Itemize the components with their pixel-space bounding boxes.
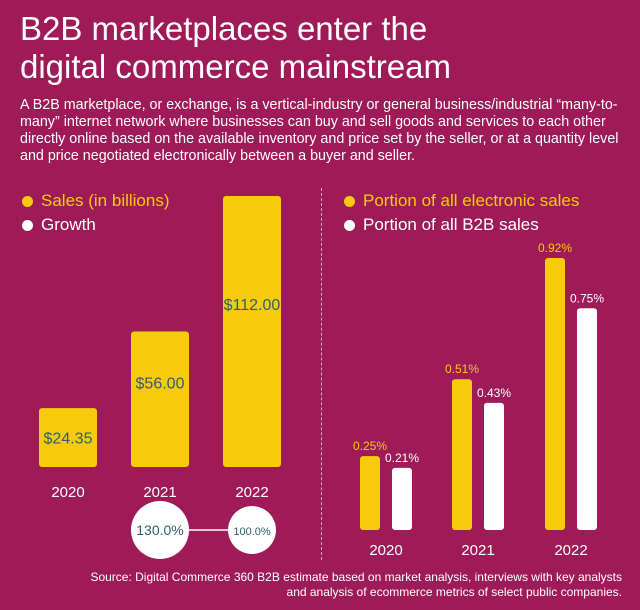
legend-label-b2b: Portion of all B2B sales — [363, 215, 539, 234]
sales-bar-2021 — [131, 331, 189, 467]
portion-value-label-electronic-2021: 0.51% — [445, 362, 479, 376]
legend-item-sales: Sales (in billions) — [22, 190, 170, 212]
legend-label-growth: Growth — [41, 215, 96, 234]
legend-swatch-electronic — [344, 195, 355, 207]
legend-label-sales: Sales (in billions) — [41, 191, 170, 210]
legend-swatch-b2b — [344, 219, 355, 231]
sales-bar-2022 — [223, 196, 281, 467]
chart-divider — [321, 188, 322, 560]
legend-sales: Sales (in billions) Growth — [22, 190, 170, 238]
legend-item-electronic: Portion of all electronic sales — [344, 190, 579, 212]
portion-value-label-b2b-2021: 0.43% — [477, 386, 511, 400]
legend-item-growth: Growth — [22, 214, 170, 236]
title-line-1: B2B marketplaces enter the — [20, 10, 428, 47]
growth-circle-2 — [228, 506, 276, 554]
legend-swatch-sales — [22, 195, 33, 207]
growth-circle-1 — [131, 501, 189, 559]
sales-value-label-2020: $24.35 — [44, 431, 93, 448]
x-tick-label-2022: 2022 — [235, 484, 268, 501]
portion-value-label-electronic-2022: 0.92% — [538, 241, 572, 255]
source-note: Source: Digital Commerce 360 B2B estimat… — [90, 570, 622, 599]
portion-bar-b2b-2021 — [484, 402, 504, 530]
portion-bar-electronic-2021 — [452, 379, 472, 530]
legend-swatch-growth — [22, 219, 33, 231]
legend-label-electronic: Portion of all electronic sales — [363, 191, 580, 210]
portion-value-label-b2b-2022: 0.75% — [570, 291, 604, 305]
sales-value-label-2022: $112.00 — [224, 297, 281, 314]
x-tick-label-right-2021: 2021 — [461, 542, 494, 559]
portion-bar-electronic-2022 — [545, 258, 565, 530]
portion-value-label-electronic-2020: 0.25% — [353, 439, 387, 453]
portion-bar-b2b-2022 — [577, 308, 597, 530]
x-tick-label-right-2020: 2020 — [369, 542, 402, 559]
description: A B2B marketplace, or exchange, is a ver… — [20, 97, 619, 164]
title-line-2: digital commerce mainstream — [20, 48, 451, 85]
sales-chart: $24.35 2020 $56.00 2021 $112.00 2022 130.0% 100… — [39, 196, 281, 559]
sales-bar-2020 — [39, 408, 97, 467]
portion-value-label-b2b-2020: 0.21% — [385, 451, 419, 465]
portion-bar-electronic-2020 — [360, 456, 380, 530]
page-title: B2B marketplaces enter the digital comme… — [20, 10, 620, 86]
legend-portion: Portion of all electronic sales Portion … — [344, 190, 579, 238]
legend-item-b2b: Portion of all B2B sales — [344, 214, 579, 236]
x-tick-label-2020: 2020 — [51, 484, 84, 501]
growth-label-1: 130.0% — [136, 522, 183, 538]
portion-bar-b2b-2020 — [392, 467, 412, 530]
sales-value-label-2021: $56.00 — [136, 375, 185, 392]
x-tick-label-right-2022: 2022 — [554, 542, 587, 559]
x-tick-label-2021: 2021 — [143, 484, 176, 501]
growth-label-2: 100.0% — [233, 526, 271, 538]
